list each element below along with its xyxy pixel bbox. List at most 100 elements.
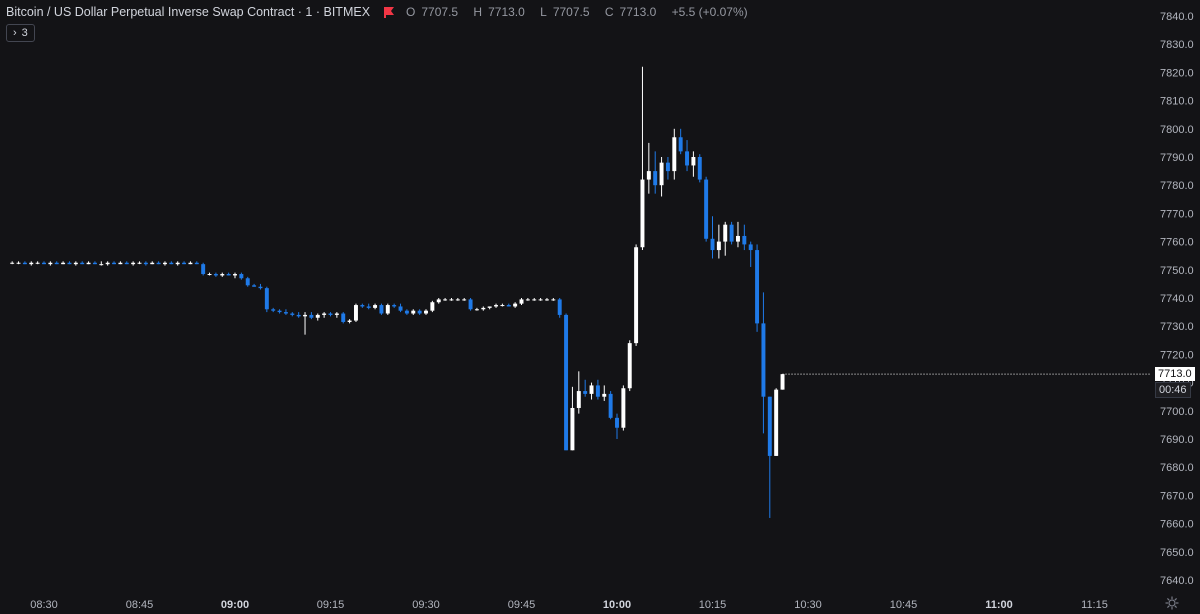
candle	[143, 261, 148, 266]
candle	[360, 303, 365, 308]
candle	[156, 261, 161, 265]
price-tick-label: 7760.0	[1160, 237, 1194, 249]
candle-body	[233, 274, 237, 276]
candle	[67, 261, 72, 265]
price-tick-label: 7700.0	[1160, 406, 1194, 418]
candle	[532, 298, 537, 301]
candle	[742, 224, 747, 251]
candle-body	[525, 299, 530, 301]
candle	[22, 261, 27, 265]
candle-body	[665, 162, 670, 172]
candle	[723, 221, 728, 256]
candle-body	[360, 305, 365, 307]
candle-body	[755, 250, 760, 324]
red-flag-icon[interactable]	[384, 6, 395, 18]
candle-body	[455, 299, 460, 301]
candle-body	[780, 374, 785, 390]
candle-body	[761, 323, 766, 397]
time-tick-label: 09:00	[221, 599, 249, 611]
price-tick-label: 7740.0	[1160, 293, 1194, 305]
candle-body	[10, 262, 15, 264]
candle-body	[392, 305, 397, 307]
candle-body	[22, 262, 27, 265]
candle	[303, 312, 308, 335]
candle-body	[29, 262, 34, 265]
candle	[716, 224, 721, 259]
indicators-toggle-button[interactable]: › 3	[6, 24, 35, 42]
candle	[449, 298, 454, 301]
candle	[398, 303, 403, 313]
candle-body	[691, 157, 696, 166]
change-value: +5.5 (+0.07%)	[671, 5, 748, 19]
candle	[704, 176, 709, 242]
candle-body	[182, 262, 187, 265]
candle-body	[430, 302, 435, 311]
candle	[780, 374, 785, 390]
candle-body	[54, 262, 59, 265]
candle-body	[615, 417, 619, 428]
candle-body	[748, 244, 753, 251]
candle	[105, 261, 110, 266]
candle	[774, 388, 779, 456]
price-tick-label: 7820.0	[1160, 67, 1194, 79]
candle-body	[86, 262, 91, 265]
price-tick-label: 7670.0	[1160, 490, 1194, 502]
candle-body	[443, 299, 448, 301]
candle-body	[589, 385, 594, 394]
candle	[10, 261, 15, 265]
candle	[73, 261, 78, 266]
open-value: O 7707.5	[406, 5, 459, 19]
candle-body	[774, 389, 779, 456]
candle-body	[564, 314, 569, 451]
candle-body	[296, 314, 301, 317]
symbol-title[interactable]: Bitcoin / US Dollar Perpetual Inverse Sw…	[6, 5, 371, 19]
candle-body	[290, 313, 295, 315]
price-tick-label: 7730.0	[1160, 321, 1194, 333]
candle-body	[697, 157, 702, 180]
candle	[424, 309, 428, 315]
candle	[627, 340, 632, 392]
candle-body	[73, 262, 78, 265]
candle-body	[640, 179, 645, 248]
gear-icon[interactable]	[1165, 596, 1179, 610]
candle-body	[92, 262, 97, 265]
candle	[455, 298, 460, 301]
candle-body	[595, 385, 600, 397]
candle	[239, 272, 244, 280]
time-axis[interactable]: 08:30 08:45 09:00 09:15 09:30 09:45 10:00 10:15…	[30, 599, 1108, 611]
candle-body	[621, 388, 626, 428]
candle	[48, 261, 53, 266]
candle-body	[373, 305, 378, 308]
candle	[131, 261, 136, 266]
time-tick-label: 09:30	[412, 599, 440, 611]
price-tick-label: 7830.0	[1160, 39, 1194, 51]
candle-body	[557, 299, 562, 315]
candle	[271, 307, 276, 313]
candle	[99, 261, 104, 266]
candle-body	[678, 137, 683, 152]
candle-body	[634, 247, 639, 344]
candle	[162, 261, 167, 266]
price-tick-label: 7640.0	[1160, 575, 1194, 587]
candle	[436, 298, 441, 304]
time-tick-label: 08:45	[126, 599, 154, 611]
candle	[341, 312, 346, 324]
candle	[551, 298, 556, 301]
candle	[417, 309, 422, 315]
candle	[150, 261, 155, 265]
time-tick-label: 10:45	[890, 599, 918, 611]
candle-body	[704, 179, 709, 239]
candle	[182, 261, 187, 265]
candle	[226, 272, 231, 276]
candle-body	[239, 274, 244, 279]
price-axis[interactable]: 7640.0 7650.0 7660.0 7670.0 7680.0 7690.0 7700…	[1160, 11, 1194, 587]
candle-body	[309, 314, 314, 318]
price-tick-label: 7690.0	[1160, 434, 1194, 446]
candle-body	[61, 262, 66, 265]
time-tick-label: 08:30	[30, 599, 58, 611]
candle	[468, 298, 473, 311]
candle-body	[729, 224, 734, 242]
price-tick-label: 7720.0	[1160, 349, 1194, 361]
candle	[500, 303, 505, 307]
